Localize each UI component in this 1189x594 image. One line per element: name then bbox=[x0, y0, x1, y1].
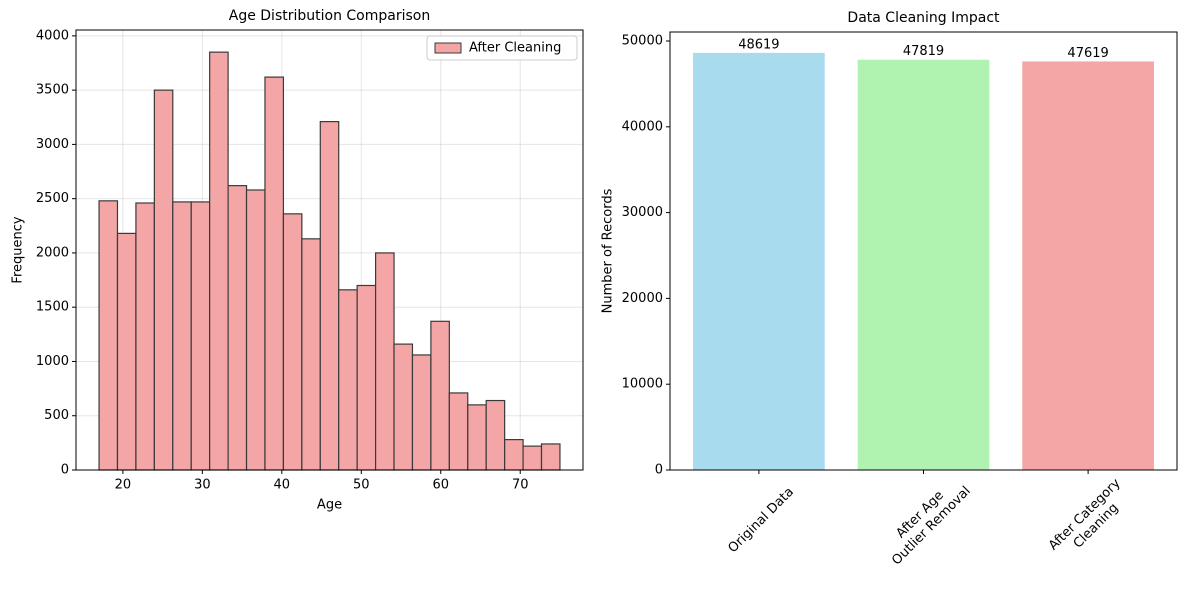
histogram-bar bbox=[540, 443, 561, 471]
x-tick-label: 30 bbox=[194, 478, 211, 493]
legend-swatch bbox=[434, 42, 462, 54]
axes-frame bbox=[75, 29, 584, 471]
histogram-bar bbox=[172, 201, 192, 471]
histogram-bar bbox=[153, 89, 174, 471]
y-tick-label: 20000 bbox=[622, 291, 663, 306]
y-tick-label: 1000 bbox=[36, 354, 69, 369]
histogram-bar bbox=[245, 189, 266, 471]
histogram-bar bbox=[264, 76, 285, 471]
histogram-bar bbox=[227, 185, 248, 471]
y-tick-label: 1500 bbox=[36, 300, 69, 315]
y-tick-label: 2500 bbox=[36, 191, 69, 206]
x-tick-label: After AgeOutlier Removal bbox=[878, 472, 974, 568]
y-tick-label: 30000 bbox=[622, 205, 663, 220]
legend: After Cleaning bbox=[426, 35, 578, 61]
y-tick-label: 0 bbox=[61, 463, 69, 478]
histogram-bar bbox=[356, 284, 377, 471]
y-tick-label: 40000 bbox=[622, 119, 663, 134]
value-label: 47619 bbox=[1067, 46, 1108, 61]
histogram-bar bbox=[393, 343, 414, 471]
x-tick-label: After CategoryCleaning bbox=[1046, 475, 1135, 564]
y-tick-label: 4000 bbox=[36, 28, 69, 43]
histogram-bar bbox=[282, 213, 303, 471]
y-tick-label: 50000 bbox=[622, 34, 663, 49]
histogram-bar bbox=[116, 232, 137, 471]
y-axis-label: Number of Records bbox=[601, 188, 616, 313]
y-tick-label: 2000 bbox=[36, 245, 69, 260]
bar bbox=[1022, 61, 1154, 470]
bar bbox=[857, 59, 990, 471]
y-axis-label: Frequency bbox=[11, 216, 26, 283]
histogram-bar bbox=[301, 238, 321, 471]
x-tick-label: 60 bbox=[432, 478, 449, 493]
legend-frame bbox=[426, 35, 578, 61]
chart-title: Data Cleaning Impact bbox=[847, 10, 1000, 26]
histogram-bar bbox=[504, 439, 524, 471]
histogram-bar bbox=[135, 202, 155, 471]
y-tick-label: 3000 bbox=[36, 137, 69, 152]
histogram-bar bbox=[209, 51, 229, 471]
bar bbox=[693, 52, 825, 471]
x-tick-label: 70 bbox=[512, 478, 529, 493]
histogram-bar bbox=[522, 445, 543, 471]
histogram-bar bbox=[98, 200, 119, 471]
y-tick-label: 10000 bbox=[622, 377, 663, 392]
value-label: 47819 bbox=[903, 44, 944, 59]
legend-label: After Cleaning bbox=[469, 41, 561, 56]
histogram-bar bbox=[338, 289, 358, 471]
x-tick-label: 50 bbox=[353, 478, 370, 493]
histogram-bar bbox=[467, 404, 487, 471]
x-axis-label: Age bbox=[317, 498, 342, 513]
histogram-bar bbox=[190, 201, 211, 471]
value-label: 48619 bbox=[738, 37, 779, 52]
axes-frame bbox=[669, 31, 1178, 471]
histogram-bar bbox=[485, 399, 506, 471]
y-tick-label: 500 bbox=[44, 408, 69, 423]
y-tick-label: 3500 bbox=[36, 83, 69, 98]
histogram-bar bbox=[448, 392, 469, 471]
x-tick-label: 20 bbox=[115, 478, 132, 493]
y-tick-label: 0 bbox=[655, 463, 663, 478]
x-tick-label: Original Data bbox=[725, 484, 796, 555]
histogram-bar bbox=[430, 320, 450, 471]
x-tick-label: 40 bbox=[274, 478, 291, 493]
chart-title: Age Distribution Comparison bbox=[229, 8, 430, 24]
histogram-bar bbox=[374, 252, 395, 471]
histogram-bar bbox=[319, 121, 340, 471]
histogram-bar bbox=[411, 354, 432, 471]
